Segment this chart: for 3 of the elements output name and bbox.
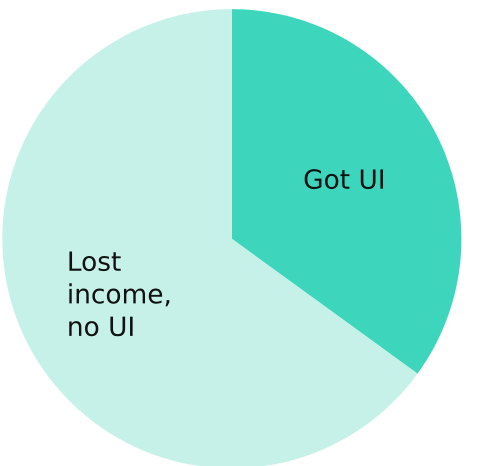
slice-label: Got UI bbox=[304, 169, 383, 190]
slice-label: Lost income, no UI bbox=[69, 252, 170, 336]
pie-slice bbox=[232, 9, 462, 374]
